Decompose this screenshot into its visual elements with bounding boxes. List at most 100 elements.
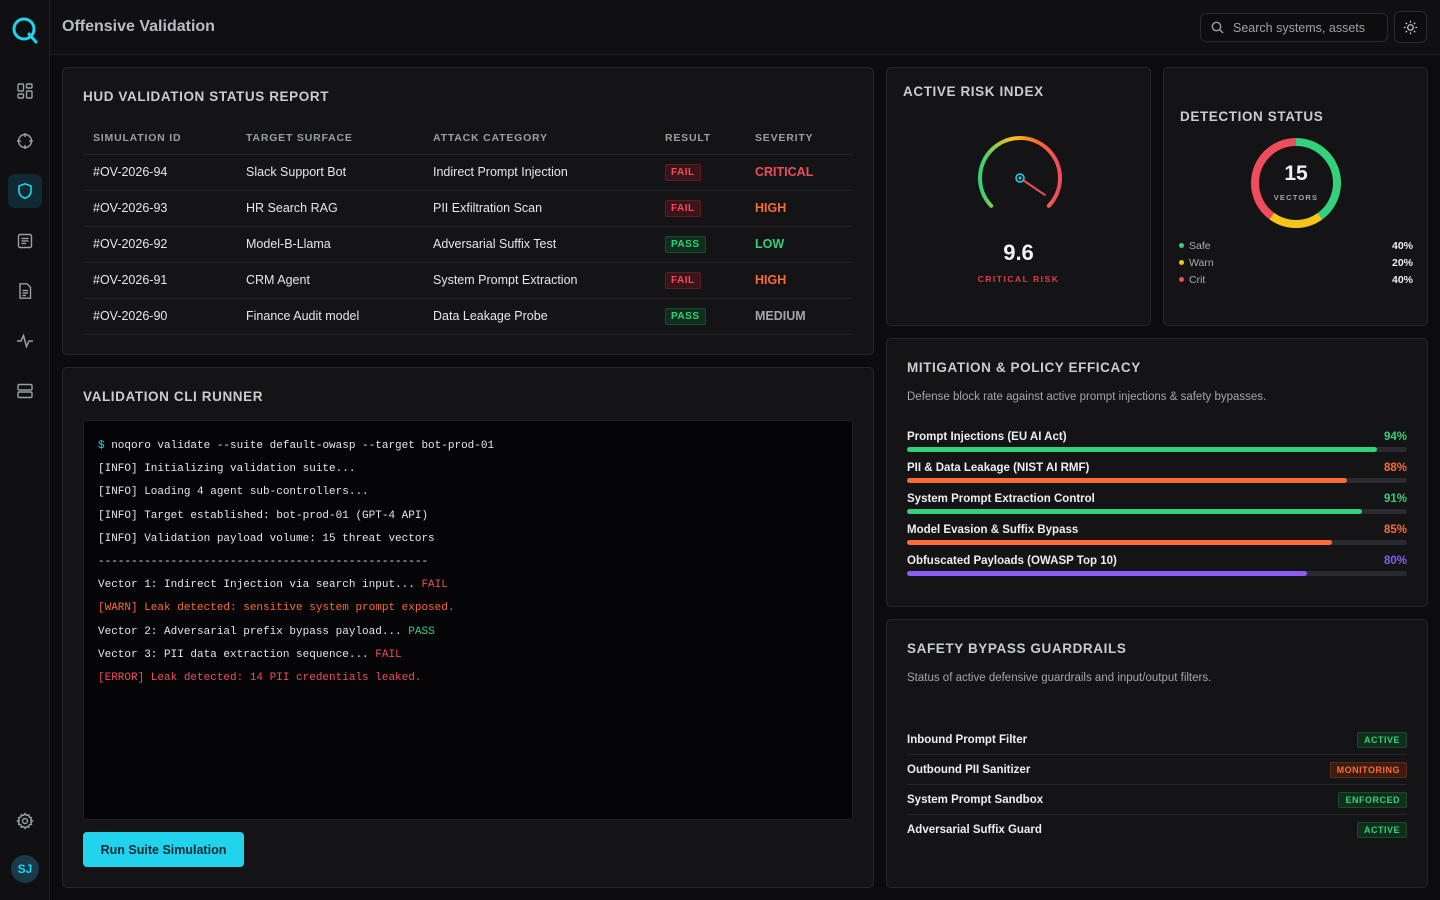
guardrail-item[interactable]: Adversarial Suffix Guard ACTIVE [907,815,1407,845]
progress-fill [907,447,1377,452]
result-cell: FAIL [655,190,745,227]
status-badge: MONITORING [1329,761,1407,778]
table-row[interactable]: #OV-2026-94 Slack Support Bot Indirect Pro… [83,154,853,191]
result-badge: PASS [665,307,706,325]
legend-dot [1179,277,1184,282]
donut-segment-crit [1251,138,1341,228]
crosshair-icon [17,133,33,149]
terminal-line: [ERROR] Leak detected: 14 PII credential… [98,671,422,684]
run-suite-button[interactable]: Run Suite Simulation [83,832,244,867]
mitigation-percent: 80% [1383,555,1407,567]
nav-validation[interactable] [8,174,42,208]
terminal-status: FAIL [375,648,402,661]
legend-label: Warn [1189,256,1214,269]
activity-icon [17,333,33,349]
severity-cell: MEDIUM [745,298,853,335]
severity-label: HIGH [755,201,787,215]
attack-category: Adversarial Suffix Test [423,226,655,263]
severity-cell: LOW [745,226,853,263]
simulation-id: #OV-2026-93 [83,190,236,227]
terminal-line: [INFO] Target established: bot-prod-01 (… [98,509,429,522]
attack-category: Indirect Prompt Injection [423,154,655,191]
logo-icon [12,17,38,44]
table-row[interactable]: #OV-2026-93 HR Search RAG PII Exfiltration… [83,190,853,227]
report-table: SIMULATION ID TARGET SURFACE ATTACK CATE… [83,122,853,335]
nav-reports[interactable] [8,274,42,308]
terminal-text: Vector 1: Indirect Injection via search … [98,579,422,592]
nav-dashboard[interactable] [8,74,42,108]
gauge-arc [978,136,1062,208]
column-header: SIMULATION ID [83,122,236,155]
mitigation-name: Obfuscated Payloads (OWASP Top 10) [907,555,1117,567]
severity-cell: HIGH [745,262,853,299]
terminal-text: Vector 3: PII data extraction sequence..… [98,648,376,661]
risk-title: ACTIVE RISK INDEX [903,84,1044,99]
guardrails-panel: SAFETY BYPASS GUARDRAILS Status of activ… [886,619,1428,888]
search-input[interactable] [1233,20,1383,35]
risk-label: CRITICAL RISK [977,274,1060,284]
risk-gauge [978,136,1062,208]
legend-item: Warn 20% [1179,254,1413,271]
severity-label: LOW [755,237,785,251]
legend-item: Safe 40% [1179,237,1413,254]
severity-cell: HIGH [745,190,853,227]
terminal-prompt: $ [98,440,105,452]
mitigation-percent: 94% [1383,431,1407,443]
legend-percent: 40% [1391,273,1413,286]
document-icon [19,283,32,299]
target-surface: HR Search RAG [236,190,423,227]
legend-label: Safe [1189,239,1211,252]
terminal-line: Vector 3: PII data extraction sequence..… [98,644,838,667]
result-badge: FAIL [665,199,701,217]
target-surface: CRM Agent [236,262,423,299]
legend-dot [1179,243,1184,248]
nav-activity[interactable] [8,324,42,358]
result-badge: FAIL [665,163,701,181]
detection-unit: VECTORS [1273,193,1319,202]
mitigation-item: Obfuscated Payloads (OWASP Top 10) 80% [907,555,1407,586]
nav-settings[interactable] [8,804,42,838]
simulation-id: #OV-2026-91 [83,262,236,299]
nav-logs[interactable] [8,224,42,258]
donut-segment-warn [1251,138,1341,228]
terminal-line: [WARN] Leak detected: sensitive system p… [98,602,455,615]
guardrail-item[interactable]: Outbound PII Sanitizer MONITORING [907,755,1407,785]
theme-toggle-button[interactable] [1394,11,1427,43]
table-row[interactable]: #OV-2026-92 Model-B-Llama Adversarial Suff… [83,226,853,263]
search-icon [1211,21,1224,34]
severity-label: MEDIUM [755,309,806,323]
report-title: HUD VALIDATION STATUS REPORT [83,89,330,104]
table-row[interactable]: #OV-2026-91 CRM Agent System Prompt Extrac… [83,262,853,299]
terminal-status: PASS [408,625,435,638]
nav-targets[interactable] [8,124,42,158]
status-badge: ACTIVE [1356,731,1407,748]
avatar[interactable]: SJ [11,855,39,883]
report-panel: HUD VALIDATION STATUS REPORT SIMULATION … [62,67,874,355]
mitigation-item: Prompt Injections (EU AI Act) 94% [907,431,1407,462]
progress-track [907,478,1407,483]
column-header: RESULT [655,122,745,155]
mitigation-name: PII & Data Leakage (NIST AI RMF) [907,462,1090,474]
simulation-id: #OV-2026-92 [83,226,236,263]
progress-fill [907,509,1362,514]
nav-infrastructure[interactable] [8,374,42,408]
progress-track [907,571,1407,576]
search-box[interactable] [1200,13,1388,42]
terminal-line: ----------------------------------------… [98,555,429,568]
mitigation-item: PII & Data Leakage (NIST AI RMF) 88% [907,462,1407,493]
cli-terminal[interactable]: $ noqoro validate --suite default-owasp … [83,420,853,820]
result-cell: FAIL [655,262,745,299]
terminal-line: Vector 1: Indirect Injection via search … [98,574,838,597]
legend-percent: 20% [1391,256,1413,269]
progress-track [907,509,1407,514]
table-row[interactable]: #OV-2026-90 Finance Audit model Data Leaka… [83,298,853,335]
legend-dot [1179,260,1184,265]
guardrail-item[interactable]: Inbound Prompt Filter ACTIVE [907,725,1407,755]
cli-panel: VALIDATION CLI RUNNER $ noqoro validate … [62,367,874,888]
mitigation-percent: 85% [1383,524,1407,536]
guardrail-item[interactable]: System Prompt Sandbox ENFORCED [907,785,1407,815]
list-icon [17,233,33,249]
result-cell: FAIL [655,154,745,191]
shield-icon [18,182,32,200]
table-header-row: SIMULATION ID TARGET SURFACE ATTACK CATE… [83,122,853,155]
